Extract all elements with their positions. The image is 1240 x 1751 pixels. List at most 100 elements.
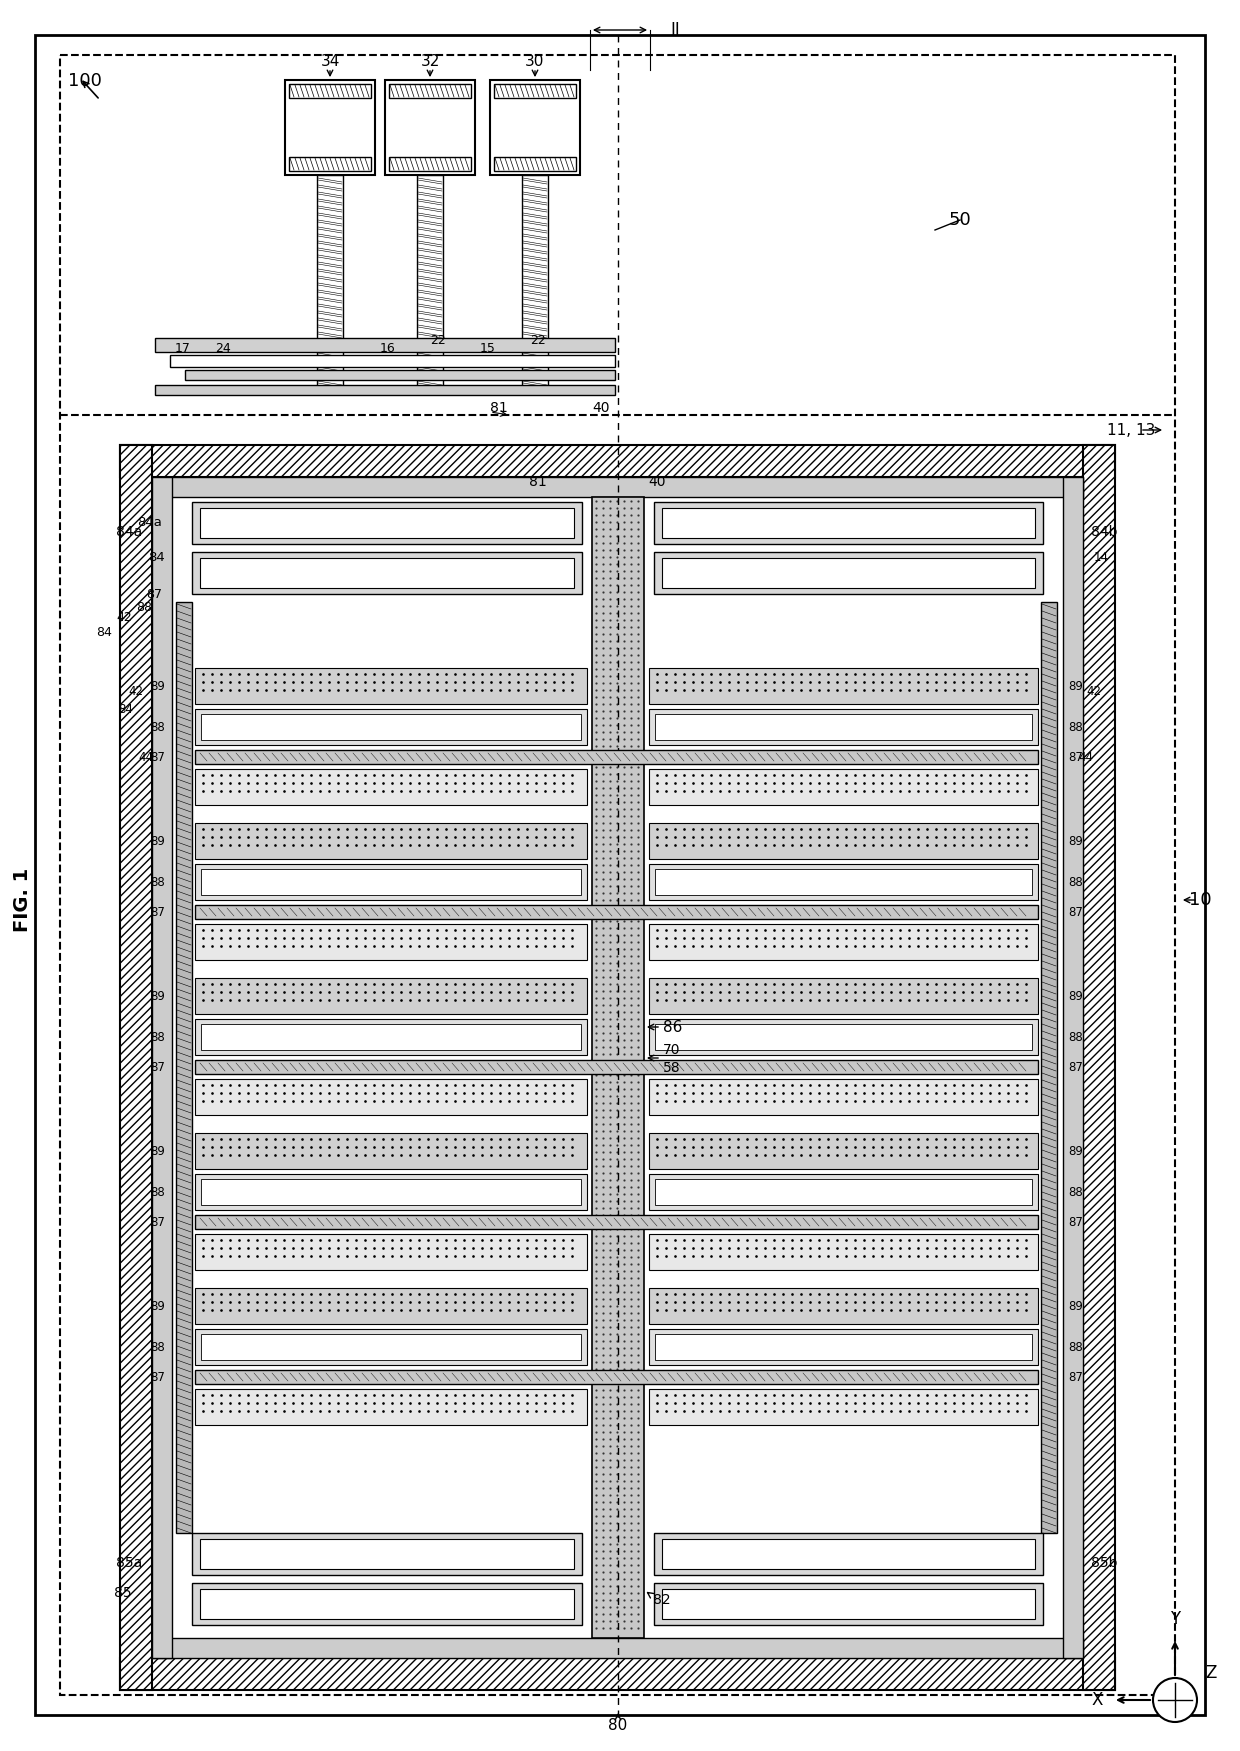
Bar (201, 1178, 582, 1205)
Bar (195, 1215, 1038, 1229)
Text: 87: 87 (150, 1371, 165, 1383)
Text: 22: 22 (529, 333, 546, 347)
Bar (655, 1024, 1032, 1051)
Text: 30: 30 (526, 54, 544, 70)
Bar (662, 508, 1035, 538)
Text: 42: 42 (128, 685, 143, 697)
Bar (490, 81, 580, 175)
Bar (195, 667, 587, 704)
Text: Z: Z (1205, 1663, 1216, 1683)
Text: 40: 40 (649, 475, 666, 489)
Bar (195, 863, 587, 900)
Bar (1063, 476, 1083, 1658)
Bar (655, 714, 1032, 741)
Text: 58: 58 (663, 1061, 681, 1075)
Bar (649, 1173, 1038, 1210)
Bar (200, 559, 574, 588)
Bar (201, 714, 582, 741)
Bar (195, 1289, 587, 1324)
Text: II: II (670, 21, 680, 39)
Text: 84a: 84a (115, 525, 143, 539)
Text: 40: 40 (591, 401, 610, 415)
Text: 88: 88 (150, 1341, 165, 1354)
Text: 15: 15 (480, 341, 496, 354)
Bar (120, 445, 153, 1690)
Bar (195, 1059, 1038, 1073)
Bar (120, 1658, 1115, 1690)
Text: 81: 81 (529, 475, 547, 489)
Bar (195, 1389, 587, 1425)
Text: 80: 80 (609, 1718, 627, 1732)
Bar (649, 979, 1038, 1014)
Bar (649, 709, 1038, 744)
Text: 42: 42 (117, 611, 131, 623)
Bar (200, 508, 574, 538)
Bar (662, 1588, 1035, 1620)
Text: 34: 34 (320, 54, 340, 70)
Bar (1083, 445, 1115, 1690)
Bar (649, 863, 1038, 900)
Text: 81: 81 (490, 401, 507, 415)
Text: 85a: 85a (115, 1557, 143, 1571)
Text: 88: 88 (150, 1185, 165, 1198)
Bar (649, 1389, 1038, 1425)
Text: 100: 100 (68, 72, 102, 89)
Text: 89: 89 (150, 1299, 165, 1313)
Bar (1042, 602, 1056, 1532)
Text: 89: 89 (150, 679, 165, 692)
Text: 89: 89 (1068, 1145, 1083, 1157)
Bar (195, 1019, 587, 1056)
Text: FIG. 1: FIG. 1 (12, 868, 31, 932)
Bar (522, 175, 548, 390)
Text: 87: 87 (146, 588, 162, 601)
Bar (185, 369, 615, 380)
Bar (195, 1234, 587, 1269)
Text: 85b: 85b (1091, 1557, 1117, 1571)
Text: 14: 14 (1094, 550, 1109, 564)
Bar (192, 552, 582, 594)
Text: 24: 24 (215, 341, 231, 354)
Bar (195, 1369, 1038, 1383)
Bar (649, 823, 1038, 860)
Text: 88: 88 (1068, 1031, 1083, 1044)
Bar (153, 476, 1083, 1658)
Text: 89: 89 (150, 1145, 165, 1157)
Text: 87: 87 (150, 905, 165, 919)
Bar (192, 1532, 582, 1574)
Bar (192, 503, 582, 545)
Circle shape (1153, 1677, 1197, 1721)
Text: 87: 87 (1068, 751, 1083, 763)
Text: 87: 87 (1068, 1371, 1083, 1383)
Text: 88: 88 (150, 876, 165, 888)
Bar (655, 1334, 1032, 1361)
Bar (649, 925, 1038, 960)
Text: 85: 85 (114, 1586, 131, 1600)
Bar (195, 709, 587, 744)
Text: 84: 84 (97, 625, 112, 639)
Bar (200, 1539, 574, 1569)
Text: 16: 16 (379, 341, 396, 354)
Bar (285, 81, 374, 175)
Bar (153, 1637, 1083, 1658)
Text: 84: 84 (149, 550, 165, 564)
Text: 50: 50 (949, 212, 971, 229)
Bar (662, 1539, 1035, 1569)
Bar (195, 979, 587, 1014)
Bar (389, 158, 471, 172)
Bar (289, 84, 371, 98)
Bar (172, 497, 1063, 1637)
Bar (153, 476, 172, 1658)
Text: 84a: 84a (138, 515, 162, 529)
Bar (195, 769, 587, 805)
Text: 32: 32 (420, 54, 440, 70)
Bar (192, 1583, 582, 1625)
Text: 88: 88 (136, 601, 153, 613)
Bar (176, 602, 192, 1532)
Text: 44: 44 (1078, 751, 1092, 763)
Bar (649, 1019, 1038, 1056)
Bar (655, 1178, 1032, 1205)
Bar (389, 84, 471, 98)
Bar (120, 445, 1115, 476)
Bar (195, 1133, 587, 1170)
Text: 88: 88 (1068, 720, 1083, 734)
